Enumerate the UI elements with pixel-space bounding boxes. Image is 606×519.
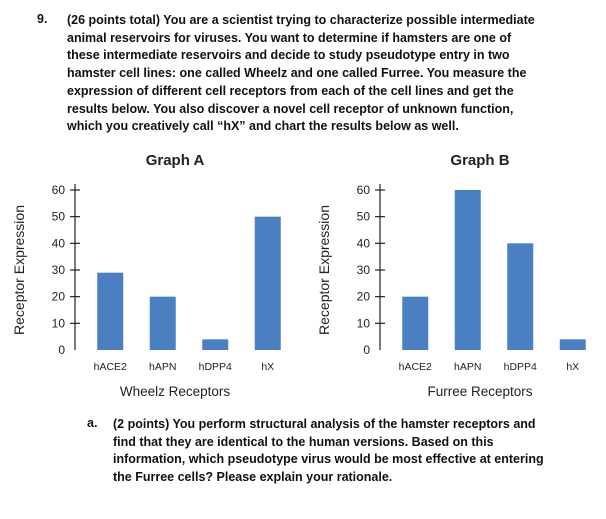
y-tick-label: 10 [357,316,371,330]
subquestion-line: the Furree cells? Please explain your ra… [113,469,393,484]
bar-hapn [454,190,481,350]
chart-title: Graph A [146,152,205,169]
y-tick-label: 40 [357,236,371,250]
subquestion-label: a. [87,416,98,430]
bar-hx [559,339,586,350]
bar-hx [254,216,281,350]
y-tick-label: 60 [357,183,371,197]
chart-title: Graph B [450,152,509,169]
subquestion-line: information, which pseudotype virus woul… [113,452,544,466]
graph-b: Graph B Receptor Expression 0 10 20 30 40 50 60 h… [305,150,595,400]
x-tick-label: hACE2 [94,361,127,373]
question-line: expression of different cell receptors f… [67,83,514,98]
y-tick-label: 10 [52,316,66,330]
question-line: (26 points total) You are a scientist tr… [67,13,535,27]
subquestion-text: (2 points) You perform structural analys… [113,416,603,486]
bar-hace2 [402,296,429,350]
graph-a-svg: Graph A Receptor Expression 0 10 20 30 40 50 60 h… [11,152,281,399]
x-axis-label: Wheelz Receptors [120,384,231,399]
subquestion-line: (2 points) You perform structural analys… [113,417,536,431]
graph-b-svg: Graph B Receptor Expression 0 10 20 30 40 50 60 h… [316,152,586,399]
y-tick-label: 50 [52,210,66,224]
graph-a: Graph A Receptor Expression 0 10 20 30 40 50 60 h… [0,150,290,400]
subquestion-line: find that they are identical to the huma… [113,434,494,449]
x-tick-label: hACE2 [399,361,432,373]
question-line: these intermediate reservoirs and decide… [67,48,510,63]
bar-hace2 [97,272,124,350]
x-tick-label: hDPP4 [199,361,232,373]
y-tick-label: 20 [52,290,66,304]
bar-hdpp4 [507,243,534,350]
question-number: 9. [37,12,48,26]
question-line: results below. You also discover a novel… [67,101,514,116]
question-line: hamster cell lines: one called Wheelz an… [67,66,527,81]
y-axis-label: Receptor Expression [316,205,332,335]
question-line: which you creatively call “hX” and chart… [67,119,459,134]
y-tick-label: 30 [357,263,371,277]
y-tick-label: 30 [52,263,66,277]
x-axis-label: Furree Receptors [427,384,532,399]
y-tick-label: 0 [363,343,370,357]
question-text: (26 points total) You are a scientist tr… [67,12,597,136]
x-tick-label: hX [566,361,579,373]
y-tick-label: 0 [58,343,65,357]
bar-hapn [149,296,176,350]
x-tick-label: hAPN [149,361,176,373]
y-tick-label: 60 [52,183,66,197]
y-tick-label: 50 [357,210,371,224]
y-tick-label: 40 [52,236,66,250]
x-tick-label: hAPN [454,361,481,373]
x-tick-label: hX [261,361,274,373]
question-line: animal reservoirs for viruses. You want … [67,30,512,45]
bar-hdpp4 [202,339,229,350]
y-axis-label: Receptor Expression [11,205,27,335]
y-tick-label: 20 [357,290,371,304]
x-tick-label: hDPP4 [504,361,537,373]
